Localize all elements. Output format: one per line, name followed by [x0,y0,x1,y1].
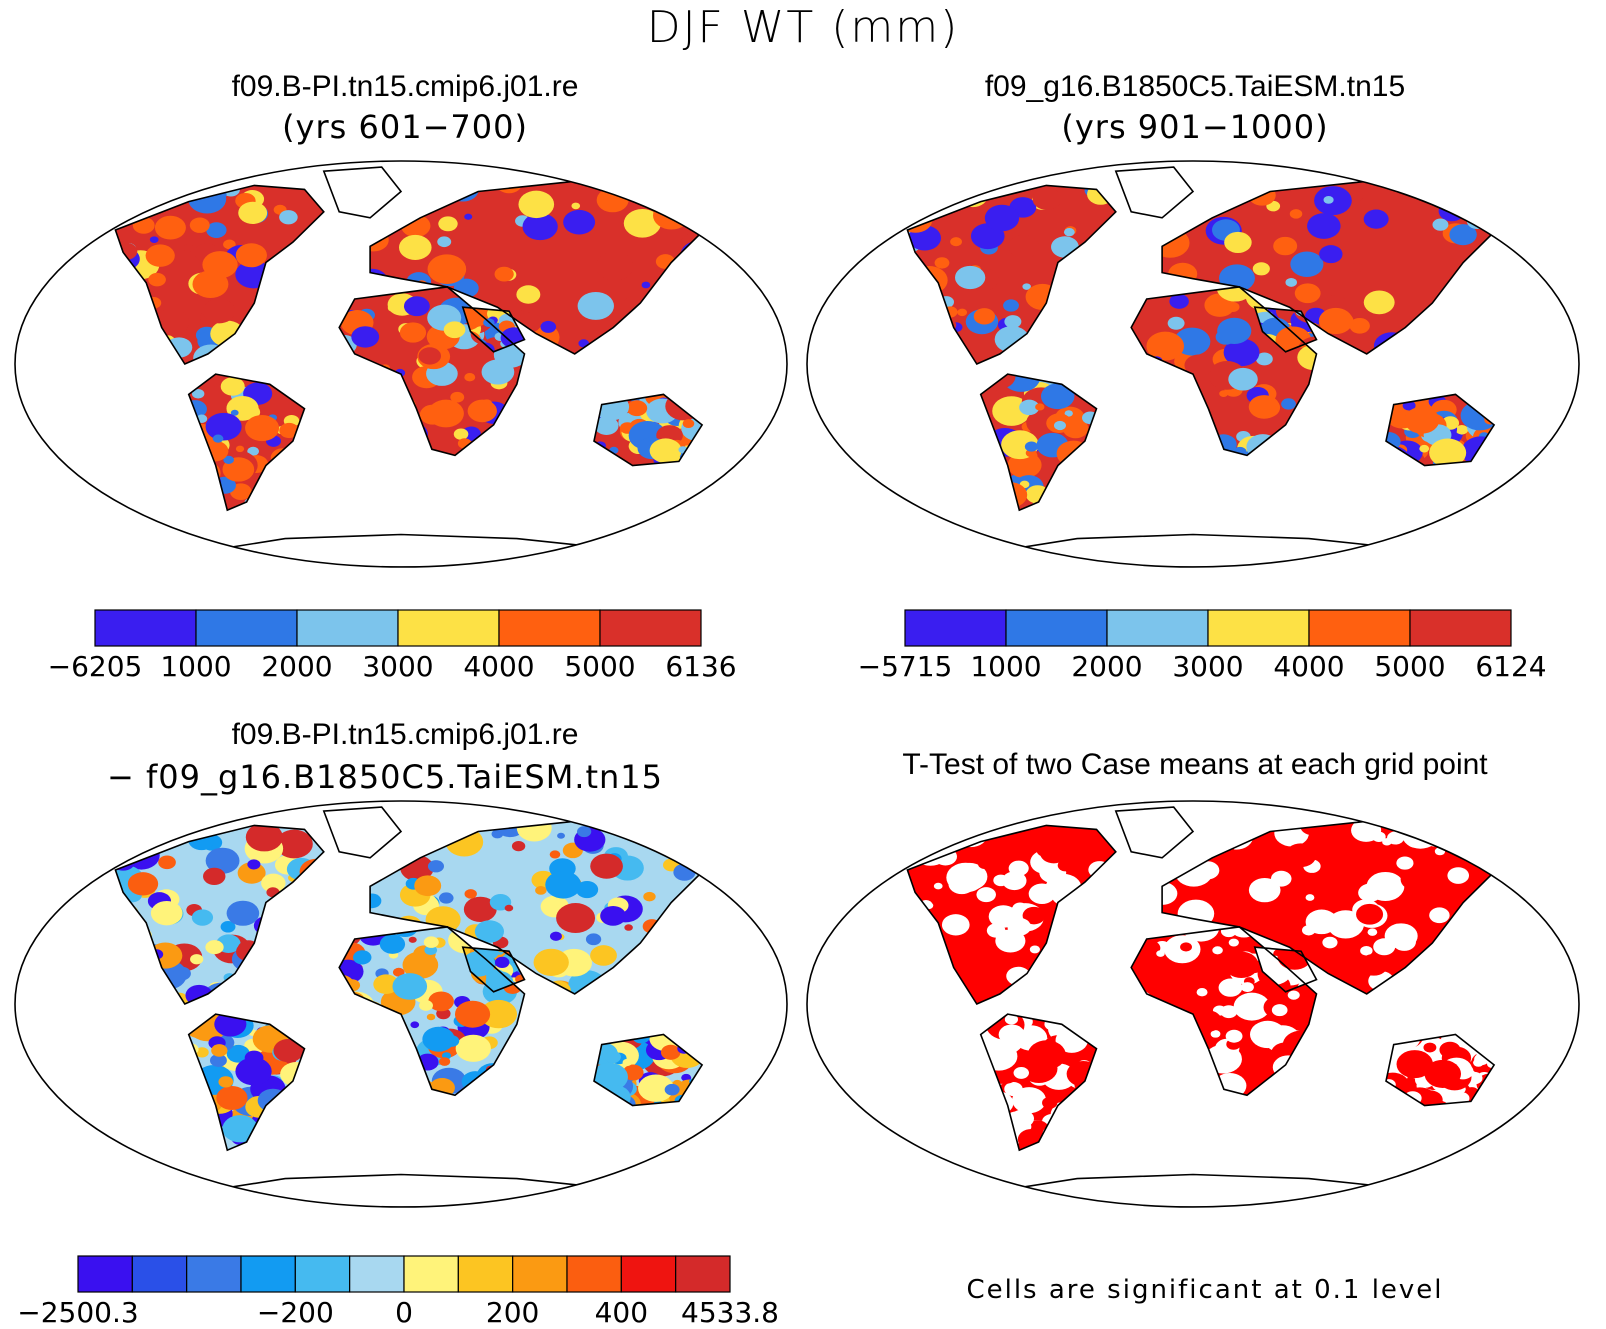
panel3-title: f09.B-PI.tn15.cmip6.j01.re [231,718,579,751]
coastline-australia [1385,393,1496,467]
figure-title: DJF WT (mm) [646,2,960,53]
panel3-subtitle: − f09_g16.B1850C5.TaiESM.tn15 [106,758,664,796]
colorbar-3-box [566,1255,622,1293]
panel2-title: f09_g16.B1850C5.TaiESM.tn15 [984,70,1406,103]
colorbar-1-box [397,609,500,647]
colorbar-2-box [904,609,1007,647]
map-frame-2 [806,160,1580,568]
coastline-southAmerica [979,373,1098,512]
panel2-subtitle: (yrs 901−1000) [1061,108,1329,146]
coastline-arabia [461,946,526,993]
colorbar-1-label: 2000 [261,650,333,683]
colorbar-3-box [294,1255,351,1293]
map-frame-1 [14,160,788,568]
colorbar-3-label: −200 [256,1296,334,1329]
colorbar-3-label: 200 [485,1296,540,1329]
colorbar-3-label: 4533.8 [681,1296,779,1329]
coastline-greenland [1114,806,1195,859]
colorbar-1-label: 1000 [160,650,232,683]
coastline-australia [1385,1033,1496,1107]
colorbar-3-box [620,1255,677,1293]
colorbar-3-box [349,1255,405,1293]
map-frame-3 [14,800,788,1208]
colorbar-2-label: 3000 [1172,650,1244,683]
coastline-africa [338,286,526,457]
colorbar-1-box [498,609,601,647]
colorbar-3-label: 0 [395,1296,413,1329]
colorbar-1-box [599,609,702,647]
coastline-northAmerica [114,824,325,1006]
coastline-southAmerica [979,1013,1098,1152]
colorbar-2-label: 5000 [1374,650,1446,683]
colorbar-1-label: 3000 [362,650,434,683]
coastline-northAmerica [114,184,325,366]
colorbar-3 [77,1255,731,1293]
panel1-subtitle: (yrs 601−700) [282,108,528,146]
colorbar-3-box [131,1255,188,1293]
coastline-eurasia [369,180,704,355]
coastline-southAmerica [187,373,306,512]
colorbar-1-label: 6136 [665,650,737,683]
colorbar-2-label: 4000 [1273,650,1345,683]
coastline-arabia [1253,946,1318,993]
colorbar-3-label: −2500.3 [17,1296,139,1329]
land-eurasia [370,821,703,994]
colorbar-2-box [1005,609,1108,647]
coastline-africa [338,926,526,1097]
coastline-greenland [1114,166,1195,219]
colorbar-3-box [403,1255,459,1293]
map-panel-3 [15,801,787,1207]
panel1-title: f09.B-PI.tn15.cmip6.j01.re [231,70,579,103]
coastline-australia [593,393,704,467]
colorbar-2-label: 2000 [1071,650,1143,683]
coastline-africa [1130,926,1318,1097]
coastline-eurasia [369,820,704,995]
colorbar-1-box [296,609,399,647]
coastline-eurasia [1161,820,1496,995]
colorbar-2-label: −5715 [857,650,953,683]
colorbar-2 [904,609,1512,647]
coastline-australia [593,1033,704,1107]
panel4-footnote: Cells are significant at 0.1 level [966,1275,1444,1305]
colorbar-3-box [675,1255,731,1293]
colorbar-2-label: 1000 [970,650,1042,683]
map-panel-2 [807,161,1579,567]
colorbar-2-box [1308,609,1411,647]
colorbar-1 [94,609,702,647]
map-frame-4 [806,800,1580,1208]
coastline-southAmerica [187,1013,306,1152]
colorbar-3-box [457,1255,514,1293]
coastline-eurasia [1161,180,1496,355]
colorbar-1-label: −6205 [47,650,143,683]
colorbar-1-label: 5000 [564,650,636,683]
colorbar-2-box [1409,609,1512,647]
coastline-greenland [322,806,403,859]
coastline-northAmerica [906,824,1117,1006]
colorbar-3-box [512,1255,568,1293]
colorbar-1-label: 4000 [463,650,535,683]
coastline-africa [1130,286,1318,457]
coastline-greenland [322,166,403,219]
colorbar-2-label: 6124 [1475,650,1547,683]
colorbar-2-box [1106,609,1209,647]
colorbar-2-box [1207,609,1310,647]
map-panel-1 [15,161,787,567]
coastline-arabia [1253,306,1318,353]
coastline-northAmerica [906,184,1117,366]
coastline-arabia [461,306,526,353]
colorbar-3-box [240,1255,296,1293]
colorbar-1-box [94,609,197,647]
colorbar-3-box [186,1255,242,1293]
colorbar-3-label: 400 [594,1296,649,1329]
map-panel-4 [807,801,1579,1207]
panel4-title: T-Test of two Case means at each grid po… [902,748,1488,781]
colorbar-3-box [77,1255,133,1293]
colorbar-1-box [195,609,298,647]
